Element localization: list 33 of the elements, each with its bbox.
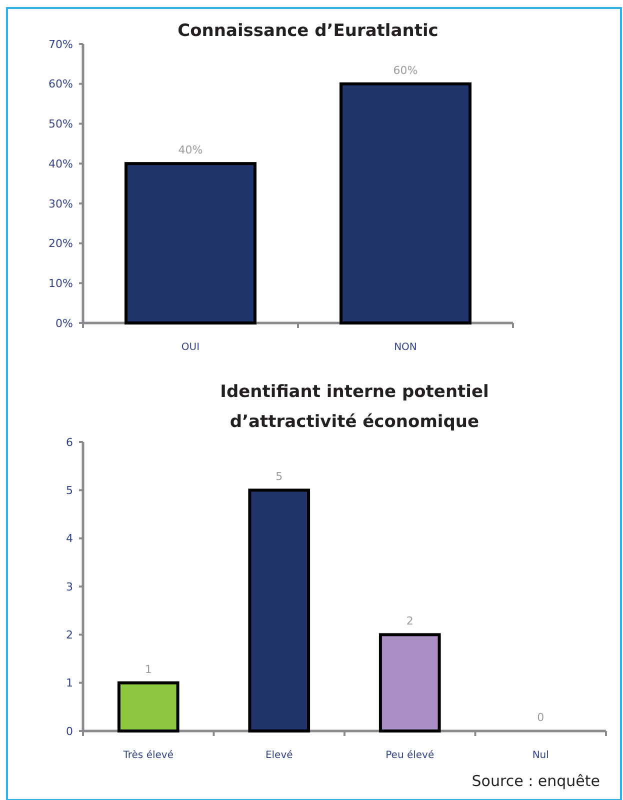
y-tick-label: 3 (66, 580, 73, 594)
bar (378, 633, 441, 732)
x-tick-label: Elevé (265, 750, 293, 761)
source-note: Source : enquête (472, 772, 600, 790)
y-tick-label: 2 (66, 628, 73, 642)
x-tick-label: Nul (532, 750, 549, 761)
x-tick-label: Peu élevé (386, 750, 434, 761)
x-tick-label: Très élevé (122, 750, 174, 761)
bar (117, 681, 180, 732)
data-label: 2 (406, 614, 414, 628)
y-tick-label: 0% (56, 316, 73, 330)
y-tick-label: 0 (66, 724, 73, 738)
y-tick-label: 40% (48, 157, 73, 170)
data-label: 5 (276, 470, 283, 484)
x-tick-label: NON (394, 342, 417, 353)
y-tick-label: 6 (66, 436, 73, 449)
data-label: 60% (393, 64, 418, 77)
y-tick-label: 70% (48, 38, 73, 51)
bar (248, 488, 310, 732)
y-tick-label: 10% (48, 276, 73, 290)
chart-title: Identifiant interne potentiel d’attractivité économique (220, 382, 489, 432)
data-label: 0 (537, 711, 544, 724)
y-tick-label: 4 (66, 532, 73, 546)
y-tick-label: 5 (66, 484, 73, 498)
y-tick-label: 50% (48, 118, 73, 131)
y-tick-label: 60% (48, 78, 73, 91)
data-label: 1 (144, 662, 152, 676)
data-label: 40% (178, 144, 203, 157)
chart-title: Connaissance d’Euratlantic (178, 21, 438, 41)
y-tick-label: 1 (66, 676, 73, 690)
x-tick-label: OUI (181, 342, 200, 353)
y-tick-label: 30% (48, 197, 73, 210)
y-tick-label: 20% (48, 237, 73, 250)
